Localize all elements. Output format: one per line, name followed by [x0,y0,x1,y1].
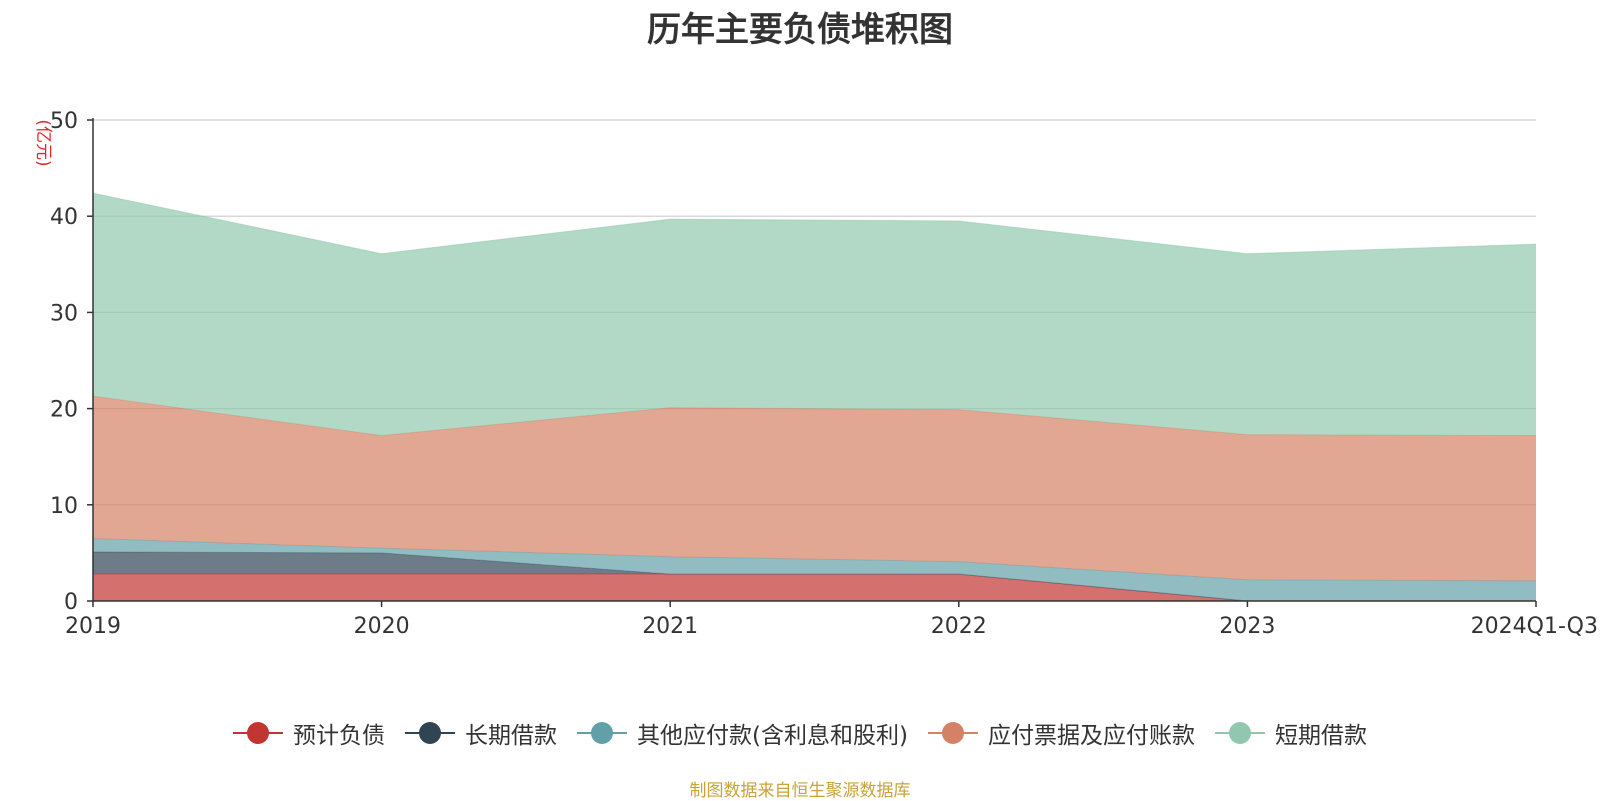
legend-item[interactable]: 其他应付款(含利息和股利) [577,716,908,750]
area-series-应付票据及应付账款[interactable] [93,396,1536,581]
legend-item[interactable]: 预计负债 [233,716,385,750]
legend-label: 预计负债 [293,723,386,749]
series-line-其他应付款(含利息和股利) [92,538,1537,582]
x-tick-label: 2021 [642,614,698,639]
y-tick-label: 20 [50,398,78,423]
area-series-其他应付款(含利息和股利)[interactable] [93,538,1536,602]
x-tick-label: 2024Q1-Q3 [1471,614,1598,639]
series-line-短期借款 [92,192,1537,255]
x-tick-label: 2019 [65,614,121,639]
x-tick-label: 2023 [1219,614,1275,639]
legend-marker-icon [577,721,628,745]
legend-label: 其他应付款(含利息和股利) [637,723,908,749]
area-series-短期借款[interactable] [93,193,1536,436]
legend-label: 应付票据及应付账款 [987,723,1195,749]
legend-marker-icon [233,721,284,745]
y-axis-label: (亿元) [33,119,53,166]
y-tick-label: 10 [50,494,78,519]
tick-labels: 0 10 20 30 40 50 2019 2020 2021 2022 2023 2024Q1-Q3 [50,109,1598,639]
legend-marker-icon [405,721,456,745]
source-note: 制图数据来自恒生聚源数据库 [689,781,911,801]
y-tick-label: 0 [64,590,78,615]
legend-marker-icon [927,721,978,745]
legend-label: 长期借款 [465,723,558,749]
chart-title: 历年主要负债堆积图 [647,10,953,50]
x-tick-label: 2020 [354,614,410,639]
legend: 预计负债 长期借款 其他应付款(含利息和股利) 应付票据及应付账款 短期借款 [0,716,1600,750]
axes [87,118,1537,607]
y-tick-label: 40 [50,205,78,230]
x-tick-label: 2022 [931,614,987,639]
legend-item[interactable]: 应付票据及应付账款 [927,716,1195,750]
y-tick-label: 50 [50,109,78,134]
area-series-长期借款[interactable] [93,551,1536,601]
legend-marker-icon [1214,721,1265,745]
legend-label: 短期借款 [1274,723,1367,749]
area-series [92,192,1537,602]
legend-item[interactable]: 长期借款 [405,716,557,750]
y-tick-label: 30 [50,301,78,326]
legend-item[interactable]: 短期借款 [1214,716,1367,750]
